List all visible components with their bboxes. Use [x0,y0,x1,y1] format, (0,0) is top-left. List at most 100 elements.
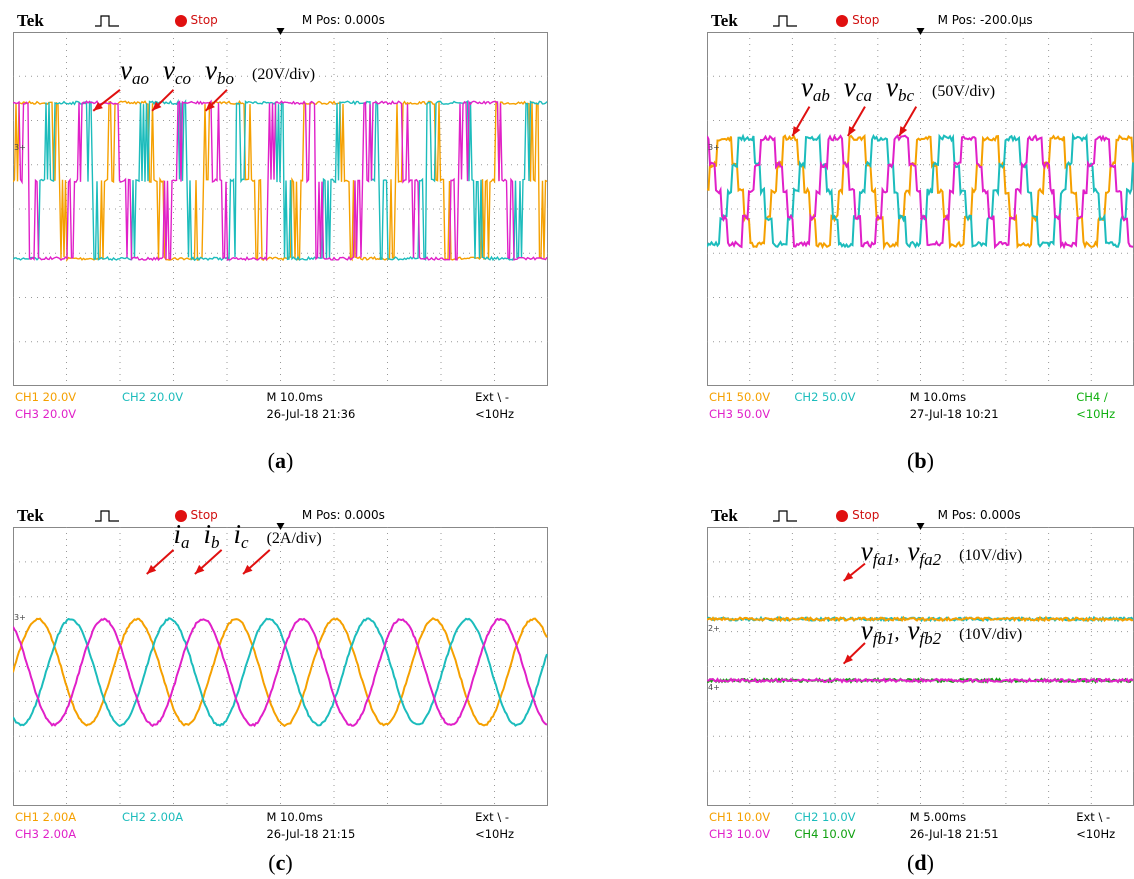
signal-name: vab [801,83,830,100]
readout: <10Hz [1076,827,1115,841]
subscript: b [211,533,220,552]
signal-name: vao [120,66,149,83]
caption-letter: b [914,448,926,473]
signal-name: vfa1, [861,547,904,564]
symbol: i [174,519,182,549]
readout: M 10.0ms [266,390,322,404]
caption: (d) [891,850,951,876]
readout: CH3 2.00A [15,827,76,841]
symbol: v [886,72,898,102]
readout: CH1 10.0V [709,810,770,824]
readout: 26-Jul-18 21:15 [266,827,355,841]
separator: , [894,622,899,644]
readout: CH3 50.0V [709,407,770,421]
caption-paren: ( [268,448,275,473]
symbol: v [907,615,919,645]
symbol: v [120,55,132,85]
subscript: c [241,533,249,552]
readout: Ext \ - [475,810,509,824]
symbol: v [205,55,217,85]
subscript: bc [898,86,914,105]
signal-name: vco [163,66,191,83]
subscript: bo [217,69,234,88]
signal-label: vfb1,vfb2(10V/div) [861,615,1023,649]
readout: CH4 / [1076,390,1108,404]
caption-paren: ) [285,850,292,875]
caption: (b) [891,448,951,474]
signal-name: vbc [886,83,914,100]
readout: 26-Jul-18 21:36 [266,407,355,421]
signal-label: iaibic(2A/div) [174,519,322,553]
signal-name: ib [204,530,220,547]
scale: (2A/div) [267,530,322,547]
readout: 27-Jul-18 10:21 [910,407,999,421]
scale: (20V/div) [252,66,315,83]
readout: CH4 10.0V [794,827,855,841]
signal-label: vabvcavbc(50V/div) [801,72,995,106]
caption: (a) [251,448,311,474]
readout: CH3 10.0V [709,827,770,841]
caption-letter: c [276,850,286,875]
readout: <10Hz [475,827,514,841]
subscript: ca [856,86,872,105]
readout: 26-Jul-18 21:51 [910,827,999,841]
signal-label: vfa1,vfa2(10V/div) [861,536,1023,570]
signal-name: vfb2 [907,626,941,643]
figure: (() => { const data = JSON.parse(documen… [0,0,1134,879]
signal-name: vca [844,83,872,100]
scale: (10V/div) [959,626,1022,643]
symbol: v [907,536,919,566]
readout: Ext \ - [1076,810,1110,824]
oscilloscope-panel: TekStopM Pos: 0.000s3+vaovcovbo(20V/div)… [13,10,548,430]
readout: CH2 10.0V [794,810,855,824]
subscript: fb2 [919,629,941,648]
readout: CH1 20.0V [15,390,76,404]
caption: (c) [251,850,311,876]
subscript: a [181,533,190,552]
symbol: i [204,519,212,549]
signal-name: vfb1, [861,626,904,643]
signal-name: vfa2 [907,547,941,564]
readout: <10Hz [475,407,514,421]
symbol: v [861,536,873,566]
symbol: i [234,519,242,549]
subscript: fa1 [873,550,895,569]
readout: CH2 50.0V [794,390,855,404]
readout: CH2 2.00A [122,810,183,824]
caption-paren: ) [286,448,293,473]
signal-name: vbo [205,66,234,83]
signal-name: ia [174,530,190,547]
scale: (50V/div) [932,83,995,100]
scale: (10V/div) [959,547,1022,564]
arrows [13,505,548,850]
caption-paren: ) [927,850,934,875]
caption-paren: ) [927,448,934,473]
readout: CH2 20.0V [122,390,183,404]
readout: Ext \ - [475,390,509,404]
readout: <10Hz [1076,407,1115,421]
subscript: co [175,69,191,88]
caption-letter: a [275,448,286,473]
subscript: ab [813,86,830,105]
readout: CH1 2.00A [15,810,76,824]
caption-paren: ( [268,850,275,875]
symbol: v [163,55,175,85]
caption-letter: d [914,850,926,875]
readout: M 5.00ms [910,810,966,824]
symbol: v [861,615,873,645]
symbol: v [844,72,856,102]
symbol: v [801,72,813,102]
separator: , [894,543,899,565]
subscript: fb1 [873,629,895,648]
subscript: fa2 [919,550,941,569]
signal-name: ic [234,530,249,547]
readout: M 10.0ms [266,810,322,824]
readout: CH3 20.0V [15,407,76,421]
readout: M 10.0ms [910,390,966,404]
subscript: ao [132,69,149,88]
readout: CH1 50.0V [709,390,770,404]
